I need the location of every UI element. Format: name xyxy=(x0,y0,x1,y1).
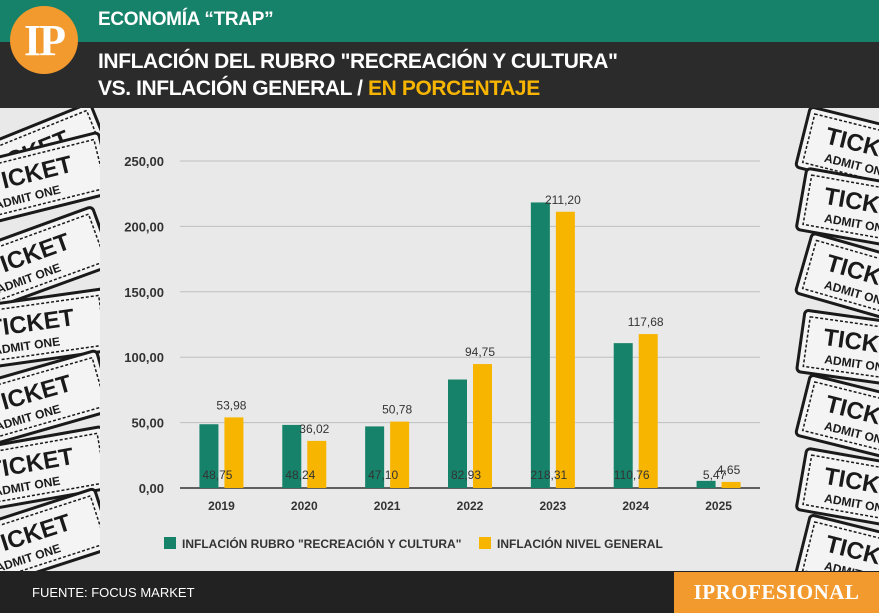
data-label-general: 211,20 xyxy=(545,193,581,207)
bar-recreacion xyxy=(696,480,716,488)
legend-label: INFLACIÓN RUBRO "RECREACIÓN Y CULTURA" xyxy=(182,536,461,551)
chart-title-line1: INFLACIÓN DEL RUBRO "RECREACIÓN Y CULTUR… xyxy=(98,50,618,73)
y-tick-label: 150,00 xyxy=(124,285,164,300)
bar-general xyxy=(638,334,658,488)
section-label: ECONOMÍA “TRAP” xyxy=(98,9,274,30)
chart-title-line2: VS. INFLACIÓN GENERAL / EN PORCENTAJE xyxy=(98,77,540,101)
bar-general xyxy=(224,417,244,488)
x-tick-label: 2022 xyxy=(457,499,484,513)
data-label-general: 53,98 xyxy=(216,398,246,412)
bar-recreacion xyxy=(365,426,385,488)
y-tick-label: 50,00 xyxy=(131,416,164,431)
x-tick-label: 2019 xyxy=(208,499,235,513)
data-label-general: 50,78 xyxy=(382,403,412,417)
y-tick-label: 250,00 xyxy=(124,154,164,169)
x-tick-label: 2021 xyxy=(374,499,401,513)
bar-general xyxy=(721,481,741,488)
bar-general xyxy=(555,211,575,488)
data-label-recreacion: 5,47 xyxy=(703,468,727,482)
title-banner xyxy=(0,42,879,108)
data-label-general: 36,02 xyxy=(299,422,329,436)
y-tick-label: 100,00 xyxy=(124,350,164,365)
legend-swatch xyxy=(479,537,491,549)
y-tick-label: 200,00 xyxy=(124,219,164,234)
legend-swatch xyxy=(164,537,176,549)
x-tick-label: 2023 xyxy=(540,499,567,513)
x-tick-label: 2020 xyxy=(291,499,318,513)
data-label-general: 4,65 xyxy=(717,463,741,477)
y-tick-label: 0,00 xyxy=(139,481,164,496)
title-prefix: VS. INFLACIÓN GENERAL / xyxy=(98,77,363,100)
data-label-recreacion: 47,10 xyxy=(368,468,398,482)
x-tick-label: 2024 xyxy=(622,499,649,513)
title-highlight: EN PORCENTAJE xyxy=(368,77,540,100)
data-label-general: 117,68 xyxy=(628,315,664,329)
bar-chart: 0,00 50,00 100,00 150,00 200,00 250,00 48,75 53… xyxy=(124,154,760,551)
data-label-recreacion: 48,75 xyxy=(202,468,232,482)
bar-recreacion xyxy=(282,424,302,488)
section-banner xyxy=(0,0,879,42)
bar-recreacion xyxy=(613,343,633,488)
x-tick-label: 2025 xyxy=(705,499,732,513)
data-label-recreacion: 48,24 xyxy=(285,468,315,482)
bar-recreacion xyxy=(199,424,219,488)
legend-label: INFLACIÓN NIVEL GENERAL xyxy=(497,536,663,551)
ip-logo: IP xyxy=(10,6,78,74)
data-label-recreacion: 218,31 xyxy=(531,468,568,482)
data-label-general: 94,75 xyxy=(465,345,495,359)
data-label-recreacion: 110,76 xyxy=(614,468,650,482)
bar-general xyxy=(390,421,410,488)
bar-recreacion xyxy=(448,379,467,488)
bar-recreacion xyxy=(530,202,550,488)
bar-general xyxy=(307,440,327,488)
source-note: FUENTE: FOCUS MARKET xyxy=(32,585,195,600)
iprofesional-brand: IPROFESIONAL xyxy=(674,572,879,613)
bar-general xyxy=(473,364,492,488)
data-label-recreacion: 82,93 xyxy=(451,468,481,482)
